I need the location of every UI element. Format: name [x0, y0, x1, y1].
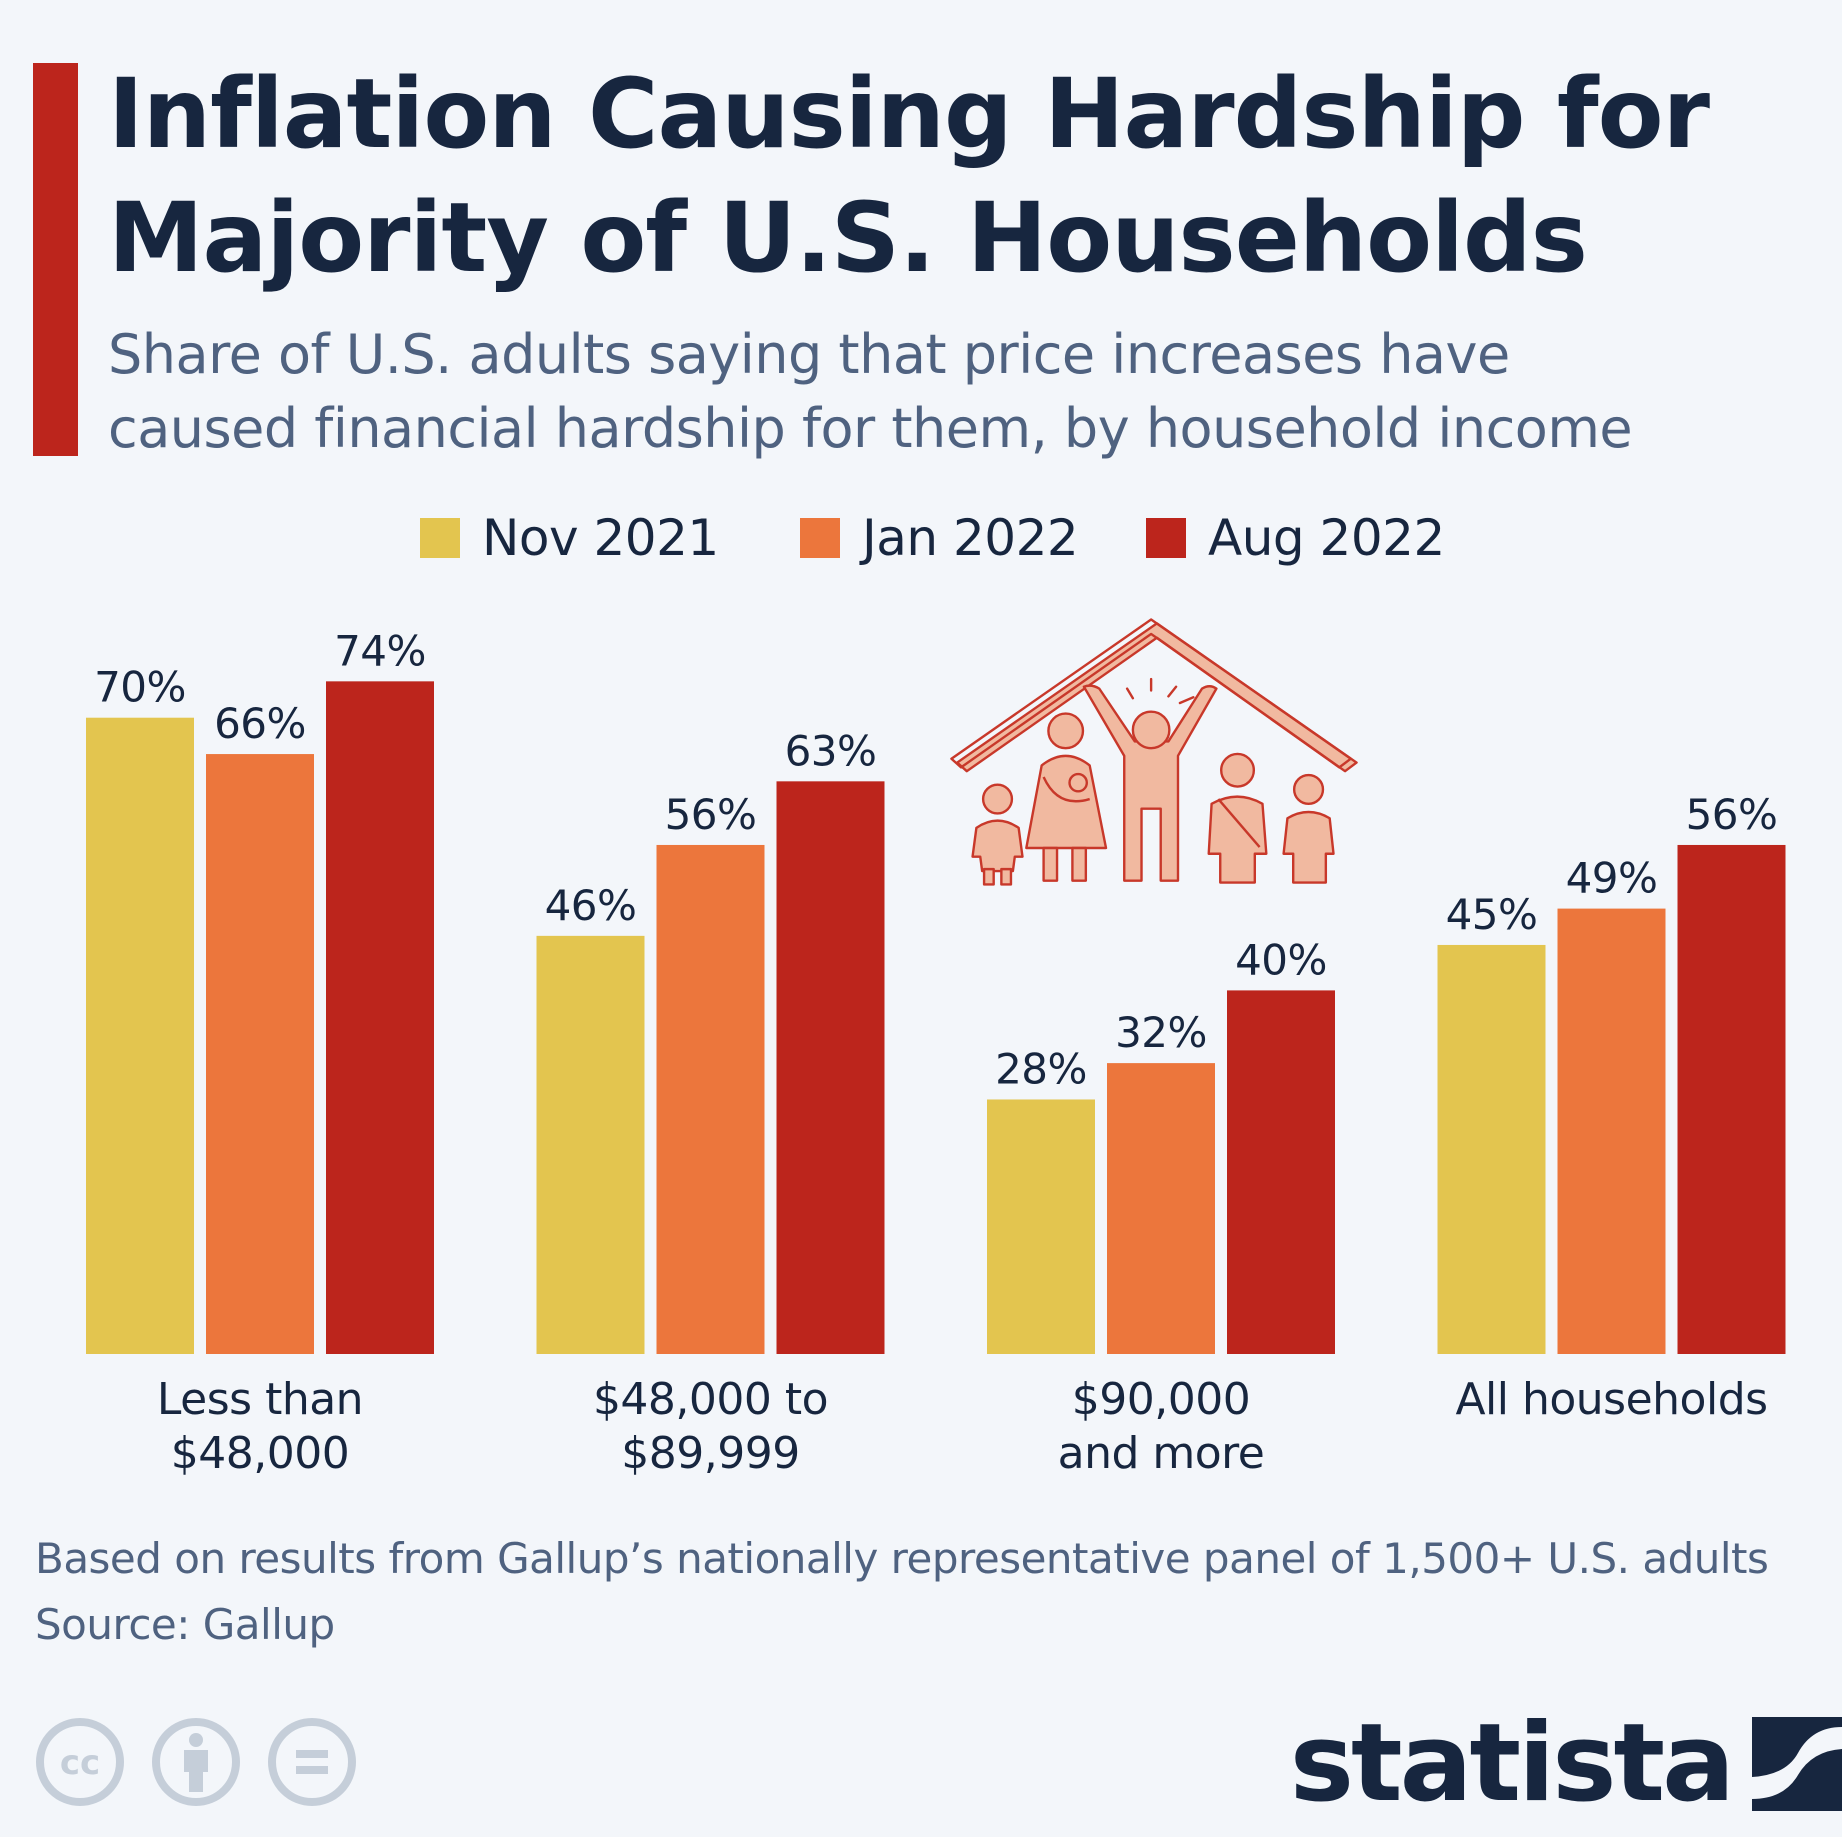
bar-group-all-households: 45% 49% 56% All households	[1437, 790, 1786, 1425]
license-icons: cc	[34, 1716, 358, 1808]
bar-group-48-000-to-89-999: 46% 56% 63% $48,000 to$89,999	[536, 726, 885, 1479]
legend-swatch-nov-2021	[420, 518, 460, 558]
statista-logo[interactable]: statista	[1290, 1710, 1842, 1818]
roof-icon	[950, 618, 1358, 773]
category-label: $89,999	[621, 1428, 799, 1479]
no-derivatives-icon[interactable]	[266, 1716, 358, 1808]
mother-with-baby-icon	[1025, 712, 1108, 882]
legend-swatch-jan-2022	[800, 518, 840, 558]
category-label: $90,000	[1072, 1374, 1250, 1425]
value-label: 40%	[1235, 935, 1327, 984]
title-line-2: Majority of U.S. Households	[108, 182, 1588, 294]
value-label: 74%	[334, 626, 426, 675]
legend-label-nov-2021: Nov 2021	[482, 509, 719, 567]
attribution-icon[interactable]	[150, 1716, 242, 1808]
cc-icon[interactable]: cc	[34, 1716, 126, 1808]
value-label: 70%	[94, 663, 186, 712]
subtitle-line-2: caused financial hardship for them, by h…	[108, 397, 1633, 460]
value-label: 28%	[995, 1044, 1087, 1093]
source-credit[interactable]: Source: Gallup	[35, 1600, 335, 1649]
father-lifting-roof-icon	[1082, 677, 1218, 882]
category-label: and more	[1058, 1428, 1265, 1479]
bar-group-less-than-48-000: 70% 66% 74% Less than$48,000	[86, 626, 434, 1479]
category-label: $48,000 to	[593, 1374, 828, 1425]
child-right-icon	[1282, 773, 1335, 884]
legend-swatch-aug-2022	[1146, 518, 1186, 558]
bar-aug-2022-90-000-and-more[interactable]	[1227, 990, 1335, 1354]
legend-item-aug-2022: Aug 2022	[1146, 508, 1445, 568]
brand-name: statista	[1289, 1701, 1735, 1826]
category-label: Less than	[157, 1374, 363, 1425]
value-label: 66%	[214, 699, 306, 748]
value-label: 46%	[545, 881, 637, 930]
value-label: 56%	[665, 790, 757, 839]
legend-item-nov-2021: Nov 2021	[420, 508, 719, 568]
bar-nov-2021-all-households[interactable]	[1437, 944, 1546, 1354]
chart-subtitle: Share of U.S. adults saying that price i…	[108, 318, 1828, 466]
bar-jan-2022-90-000-and-more[interactable]	[1107, 1063, 1215, 1354]
child-left-icon	[971, 783, 1024, 886]
title-line-1: Inflation Causing Hardship for	[108, 58, 1710, 170]
family-house-illustration	[950, 618, 1358, 886]
value-label: 63%	[785, 726, 877, 775]
category-label: All households	[1455, 1374, 1767, 1425]
bar-nov-2021-90-000-and-more[interactable]	[987, 1099, 1095, 1354]
legend-label-jan-2022: Jan 2022	[862, 509, 1079, 567]
boy-with-bag-icon	[1207, 752, 1268, 884]
legend-label-aug-2022: Aug 2022	[1208, 509, 1445, 567]
bar-jan-2022-all-households[interactable]	[1557, 908, 1666, 1354]
legend: Nov 2021 Jan 2022 Aug 2022	[0, 508, 1842, 568]
value-label: 56%	[1686, 790, 1778, 839]
bar-nov-2021-less-than-48-000[interactable]	[86, 717, 194, 1354]
title-accent-bar	[33, 63, 78, 456]
bar-aug-2022-less-than-48-000[interactable]	[326, 681, 434, 1354]
value-label: 45%	[1446, 890, 1538, 939]
bar-aug-2022-all-households[interactable]	[1677, 844, 1786, 1354]
footer-note: Based on results from Gallup’s nationall…	[35, 1534, 1769, 1583]
value-label: 49%	[1566, 854, 1658, 903]
statista-logo-icon	[1752, 1717, 1842, 1811]
bar-aug-2022-48-000-to-89-999[interactable]	[776, 781, 885, 1354]
legend-item-jan-2022: Jan 2022	[800, 508, 1079, 568]
category-label: $48,000	[171, 1428, 349, 1479]
bar-jan-2022-less-than-48-000[interactable]	[206, 754, 314, 1354]
subtitle-line-1: Share of U.S. adults saying that price i…	[108, 323, 1510, 386]
value-label: 32%	[1115, 1008, 1207, 1057]
chart-title: Inflation Causing Hardship for Majority …	[108, 52, 1828, 300]
bar-nov-2021-48-000-to-89-999[interactable]	[536, 935, 645, 1354]
cc-icon-text: cc	[60, 1743, 100, 1783]
bar-jan-2022-48-000-to-89-999[interactable]	[656, 844, 765, 1354]
